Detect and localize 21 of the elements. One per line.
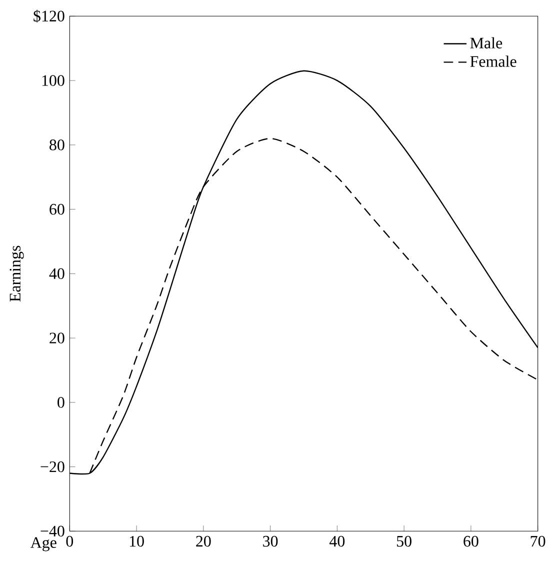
y-tick-label: 80 xyxy=(50,140,65,150)
x-tick-label: 40 xyxy=(330,536,345,547)
legend-label: Female xyxy=(470,56,517,67)
x-axis-title: Age xyxy=(30,537,57,552)
x-tick-label: 70 xyxy=(531,536,546,547)
y-tick-label: 40 xyxy=(49,268,65,280)
x-tick-label: 50 xyxy=(397,536,412,547)
y-tick-label: 0 xyxy=(58,397,65,408)
x-tick-label: 60 xyxy=(464,536,479,547)
y-tick-label: 100 xyxy=(42,75,65,86)
x-tick-label: 30 xyxy=(263,536,278,547)
y-tick-label: 60 xyxy=(50,204,65,215)
y-tick-label: −40 xyxy=(40,526,65,537)
y-tick-label: $120 xyxy=(34,10,65,23)
y-tick-label: −20 xyxy=(40,461,65,472)
legend-label: Male xyxy=(470,37,502,48)
y-axis-title: Earnings xyxy=(10,246,24,302)
y-tick-label: 20 xyxy=(50,332,65,344)
x-tick-label: 0 xyxy=(66,536,74,547)
x-tick-label: 10 xyxy=(130,536,144,547)
x-tick-label: 20 xyxy=(196,536,211,547)
